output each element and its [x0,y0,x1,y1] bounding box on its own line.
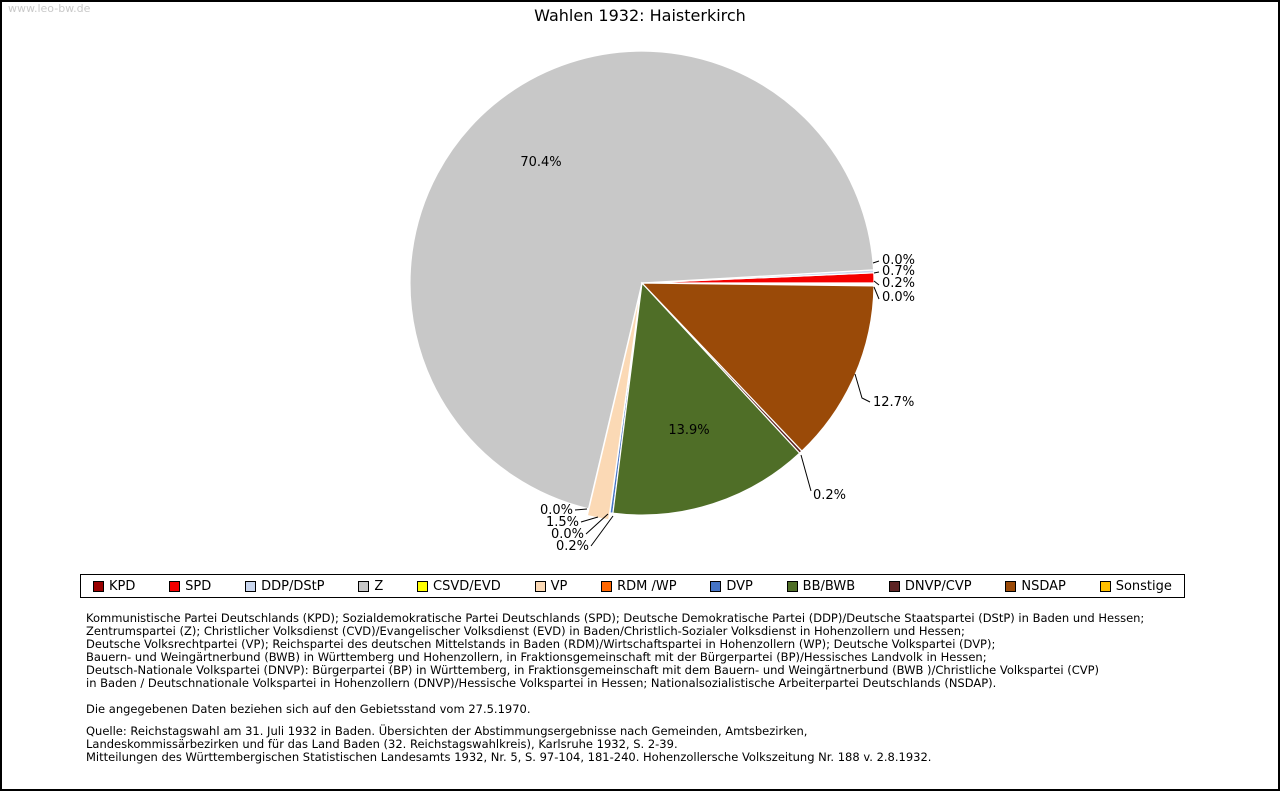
legend-label: DNVP/CVP [904,578,972,594]
percent-label-Z: 70.4% [520,155,561,170]
watermark: www.leo-bw.de [8,2,91,15]
legend-item-KPD: KPD [93,579,135,594]
legend-label: RDM /WP [617,578,677,594]
pie-slice-VP [586,289,642,521]
pie-slice-NSDAP [640,282,875,452]
legend-item-DVP: DVP [710,579,753,594]
legend-label: Sonstige [1115,578,1172,594]
legend-item-CSVD-EVD: CSVD/EVD [417,579,501,594]
pie-slice-BB-BWB [612,281,801,516]
leader-line-KPD [872,260,880,264]
legend-swatch-DVP [710,580,722,592]
chart-legend: KPD SPD DDP/DStP Z CSVD/EVD VP RDM /WP DVP BB/BW… [80,574,1185,598]
legend-item-NSDAP: NSDAP [1005,579,1066,594]
legend-swatch-Sonstige [1099,580,1111,592]
pie-slice-Z [409,50,875,510]
page-title: Wahlen 1932: Haisterkirch [534,6,746,25]
legend-swatch-VP [534,580,546,592]
legend-item-SPD: SPD [169,579,211,594]
leader-line-DDP-DStP [873,280,880,286]
legend-swatch-Z [358,580,370,592]
legend-item-DNVP-CVP: DNVP/CVP [888,578,972,594]
description-line: Deutsch-Nationale Volkspartei (DNVP): Bü… [86,662,1100,677]
percent-label-CSVD-EVD: 0.0% [540,503,573,518]
legend-label: DVP [726,578,753,594]
legend-item-VP: VP [534,578,568,594]
percent-label-DNVP-CVP: 0.2% [813,488,846,503]
leader-line-DVP [590,515,614,547]
legend-swatch-NSDAP [1005,580,1017,592]
leader-line-VP [580,516,599,523]
pie-chart: 0.0%0.7%0.2%70.4%0.0%1.5%0.0%0.2%13.9%0.… [409,50,915,554]
source-line: Quelle: Reichstagswahl am 31. Juli 1932 … [86,724,808,738]
legend-label: SPD [185,578,212,594]
description-line: Zentrumspartei (Z); Christlicher Volksdi… [86,623,965,638]
legend-swatch-SPD [169,580,181,592]
percent-label-Sonstige: 0.0% [882,290,915,305]
legend-label: NSDAP [1021,578,1066,594]
percent-label-DVP: 0.2% [556,539,589,554]
source-line: Mitteilungen des Württembergischen Stati… [86,750,932,764]
legend-item-Sonstige: Sonstige [1099,578,1172,594]
territorial-note: Die angegebenen Daten beziehen sich auf … [86,702,531,716]
leader-line-SPD [873,271,880,274]
legend-swatch-RDM-WP [601,580,613,592]
leader-line-RDM-WP [585,513,609,535]
percent-label-DDP-DStP: 0.2% [882,276,915,291]
source-citation: Quelle: Reichstagswahl am 31. Juli 1932 … [86,725,1238,764]
leader-line-Sonstige [873,286,880,300]
description-line: Bauern- und Weingärtnerbund (BWB) in Wür… [86,649,987,664]
legend-item-RDM-WP: RDM /WP [601,578,677,594]
legend-item-DDP-DStP: DDP/DStP [245,578,325,594]
legend-label: BB/BWB [802,578,856,594]
legend-swatch-DDP-DStP [245,580,257,592]
percent-label-KPD: 0.0% [882,253,915,268]
legend-swatch-DNVP-CVP [888,580,900,592]
percent-label-BB-BWB: 13.9% [668,423,709,438]
percent-label-RDM-WP: 0.0% [551,527,584,542]
source-line: Landeskommissärbezirken und für das Land… [86,737,678,751]
legend-label: VP [550,578,568,594]
legend-swatch-CSVD-EVD [417,580,429,592]
leader-line-DNVP-CVP [800,454,812,492]
leader-line-NSDAP [854,373,871,403]
legend-label: KPD [109,578,136,594]
legend-label: Z [374,578,384,594]
description-line: Deutsche Volksrechtpartei (VP); Reichspa… [86,636,996,651]
legend-item-Z: Z [358,579,383,594]
legend-item-BB-BWB: BB/BWB [786,578,856,594]
description-line: in Baden / Deutschnationale Volkspartei … [86,675,997,690]
legend-swatch-BB-BWB [786,580,798,592]
legend-label: DDP/DStP [261,578,325,594]
leader-line-CSVD-EVD [574,508,588,511]
percent-label-VP: 1.5% [546,515,579,530]
legend-swatch-KPD [93,580,104,592]
percent-label-SPD: 0.7% [882,264,915,279]
percent-label-NSDAP: 12.7% [873,395,914,410]
description-line: Kommunistische Partei Deutschlands (KPD)… [86,611,1145,625]
party-descriptions: Kommunistische Partei Deutschlands (KPD)… [86,612,1238,689]
legend-label: CSVD/EVD [433,578,501,594]
